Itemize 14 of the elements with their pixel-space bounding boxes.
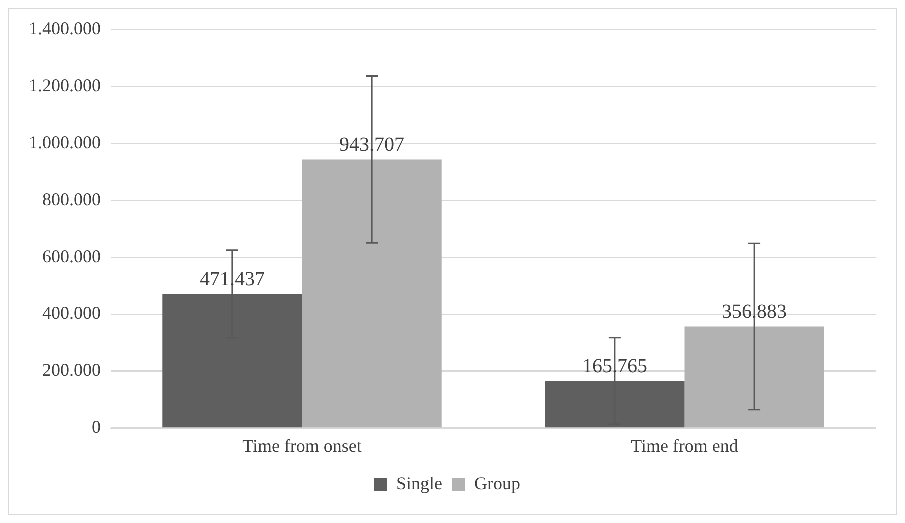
y-tick-label: 1.400.000 xyxy=(29,18,101,39)
y-tick-label: 1.200.000 xyxy=(29,75,101,96)
legend-label: Group xyxy=(474,474,521,494)
y-tick-label: 0 xyxy=(92,417,101,438)
bar xyxy=(684,326,824,428)
y-tick-label: 1.000.000 xyxy=(29,132,101,152)
legend-label: Single xyxy=(396,474,443,494)
x-tick-label: Time from onset xyxy=(242,436,362,456)
y-tick-label: 800.000 xyxy=(42,189,101,210)
bar xyxy=(302,160,442,428)
y-tick-label: 400.000 xyxy=(42,303,101,324)
x-tick-label: Time from end xyxy=(631,436,738,456)
y-tick-label: 200.000 xyxy=(42,360,101,380)
y-tick-label: 600.000 xyxy=(42,246,101,266)
